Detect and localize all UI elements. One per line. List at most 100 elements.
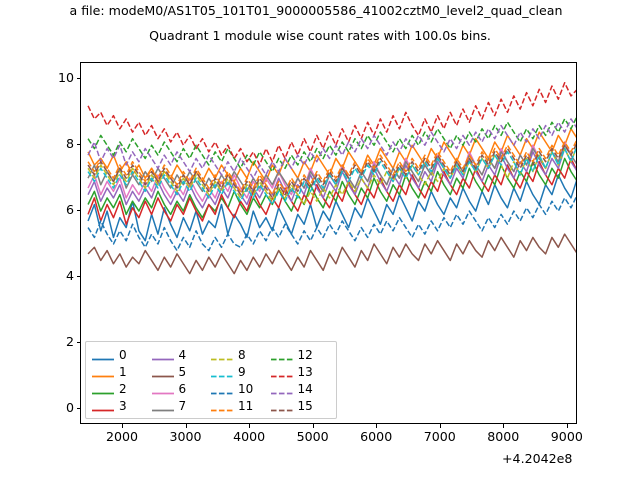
plot-area[interactable]: [80, 62, 577, 424]
y-tick-mark: [76, 78, 80, 80]
legend-line-swatch: [151, 350, 174, 361]
legend-item-1[interactable]: 1: [92, 364, 152, 381]
x-tick-label: 6000: [360, 429, 393, 444]
legend-item-2[interactable]: 2: [92, 381, 152, 398]
legend-label: 9: [238, 365, 246, 379]
series-line-12: [87, 116, 576, 173]
y-tick-mark: [76, 144, 80, 146]
legend-label: 1: [119, 365, 127, 379]
series-line-3: [87, 157, 576, 225]
series-line-0: [87, 174, 576, 242]
suptitle-text: a file: modeM0/AS1T05_101T01_9000005586_…: [69, 3, 563, 18]
legend-item-9[interactable]: 9: [211, 364, 271, 381]
y-tick-label: 6: [65, 202, 74, 218]
x-tick-mark: [503, 424, 505, 428]
x-tick-mark: [566, 424, 568, 428]
legend-label: 15: [297, 399, 313, 413]
legend-label: 10: [238, 382, 254, 396]
x-tick-mark: [249, 424, 251, 428]
series-line-15: [87, 143, 576, 199]
legend-line-swatch: [211, 384, 233, 395]
figure-suptitle: a file: modeM0/AS1T05_101T01_9000005586_…: [0, 3, 640, 18]
y-tick-mark: [76, 275, 80, 277]
legend-item-10[interactable]: 10: [211, 381, 271, 398]
legend-label: 14: [297, 382, 313, 396]
legend-label: 3: [119, 399, 127, 413]
y-tick-label: 2: [65, 333, 74, 349]
legend-item-14[interactable]: 14: [270, 381, 331, 398]
legend-item-13[interactable]: 13: [270, 364, 331, 381]
series-line-11: [87, 139, 576, 196]
legend-line-swatch: [270, 401, 293, 412]
legend-label: 8: [238, 348, 246, 362]
series-line-14: [87, 118, 576, 179]
legend-line-swatch: [151, 384, 174, 395]
legend-line-swatch: [92, 401, 114, 412]
x-axis-offset-text: +4.2042e8: [502, 451, 573, 466]
y-tick-label: 10: [57, 70, 74, 86]
legend-row: 0 4 8 12: [92, 347, 330, 364]
legend-item-5[interactable]: 5: [151, 364, 212, 381]
axes-title: Quadrant 1 module wise count rates with …: [149, 28, 491, 43]
legend-line-swatch: [151, 367, 174, 378]
legend-item-6[interactable]: 6: [151, 381, 212, 398]
x-tick-label: 3000: [169, 429, 202, 444]
legend-label: 12: [297, 348, 313, 362]
x-tick-label: 4000: [233, 429, 266, 444]
x-tick-mark: [122, 424, 123, 428]
legend-label: 6: [178, 382, 187, 396]
legend-line-swatch: [211, 367, 233, 378]
legend-label: 13: [297, 365, 313, 379]
legend-line-swatch: [270, 350, 293, 361]
series-line-10: [87, 195, 576, 252]
legend-item-3[interactable]: 3: [92, 398, 152, 415]
x-tick-label: 8000: [487, 429, 520, 444]
legend[interactable]: 0 4 8 12 1 5 9 13 2 6 10 14 3 7 11 15: [85, 341, 337, 419]
series-line-9: [87, 146, 576, 206]
y-tick-label: 4: [65, 267, 74, 283]
series-line-1: [87, 128, 576, 186]
y-tick-mark: [76, 407, 80, 409]
legend-item-0[interactable]: 0: [92, 347, 152, 364]
legend-item-4[interactable]: 4: [151, 347, 212, 364]
legend-item-15[interactable]: 15: [270, 398, 331, 415]
legend-line-swatch: [270, 367, 293, 378]
legend-row: 3 7 11 15: [92, 398, 330, 415]
legend-item-12[interactable]: 12: [270, 347, 331, 364]
series-line-13: [87, 82, 576, 166]
x-tick-mark: [439, 424, 441, 428]
y-tick-mark: [76, 341, 80, 343]
series-canvas: [87, 82, 576, 275]
x-tick-mark: [312, 424, 314, 428]
legend-item-7[interactable]: 7: [151, 398, 212, 415]
legend-label: 11: [238, 399, 254, 413]
legend-item-11[interactable]: 11: [211, 398, 271, 415]
legend-label: 2: [119, 382, 127, 396]
legend-line-swatch: [92, 350, 114, 361]
legend-line-swatch: [92, 384, 114, 395]
x-tick-label: 7000: [423, 429, 456, 444]
y-tick-label: 8: [65, 136, 74, 152]
legend-line-swatch: [211, 350, 233, 361]
x-tick-mark: [185, 424, 187, 428]
legend-label: 7: [178, 399, 187, 413]
x-tick-label: 9000: [550, 429, 583, 444]
legend-label: 5: [178, 365, 187, 379]
x-tick-mark: [376, 424, 378, 428]
series-line-5: [87, 233, 576, 275]
legend-line-swatch: [151, 401, 174, 412]
y-tick-mark: [76, 210, 80, 212]
legend-item-8[interactable]: 8: [211, 347, 271, 364]
series-line-8: [87, 146, 576, 206]
y-tick-label: 0: [65, 399, 74, 415]
legend-label: 0: [119, 348, 127, 362]
x-tick-label: 2000: [105, 429, 139, 444]
legend-line-swatch: [92, 367, 114, 378]
x-tick-label: 5000: [296, 429, 329, 444]
legend-line-swatch: [211, 401, 233, 412]
legend-line-swatch: [270, 384, 293, 395]
legend-row: 2 6 10 14: [92, 381, 330, 398]
legend-row: 1 5 9 13: [92, 364, 330, 381]
legend-label: 4: [178, 348, 187, 362]
